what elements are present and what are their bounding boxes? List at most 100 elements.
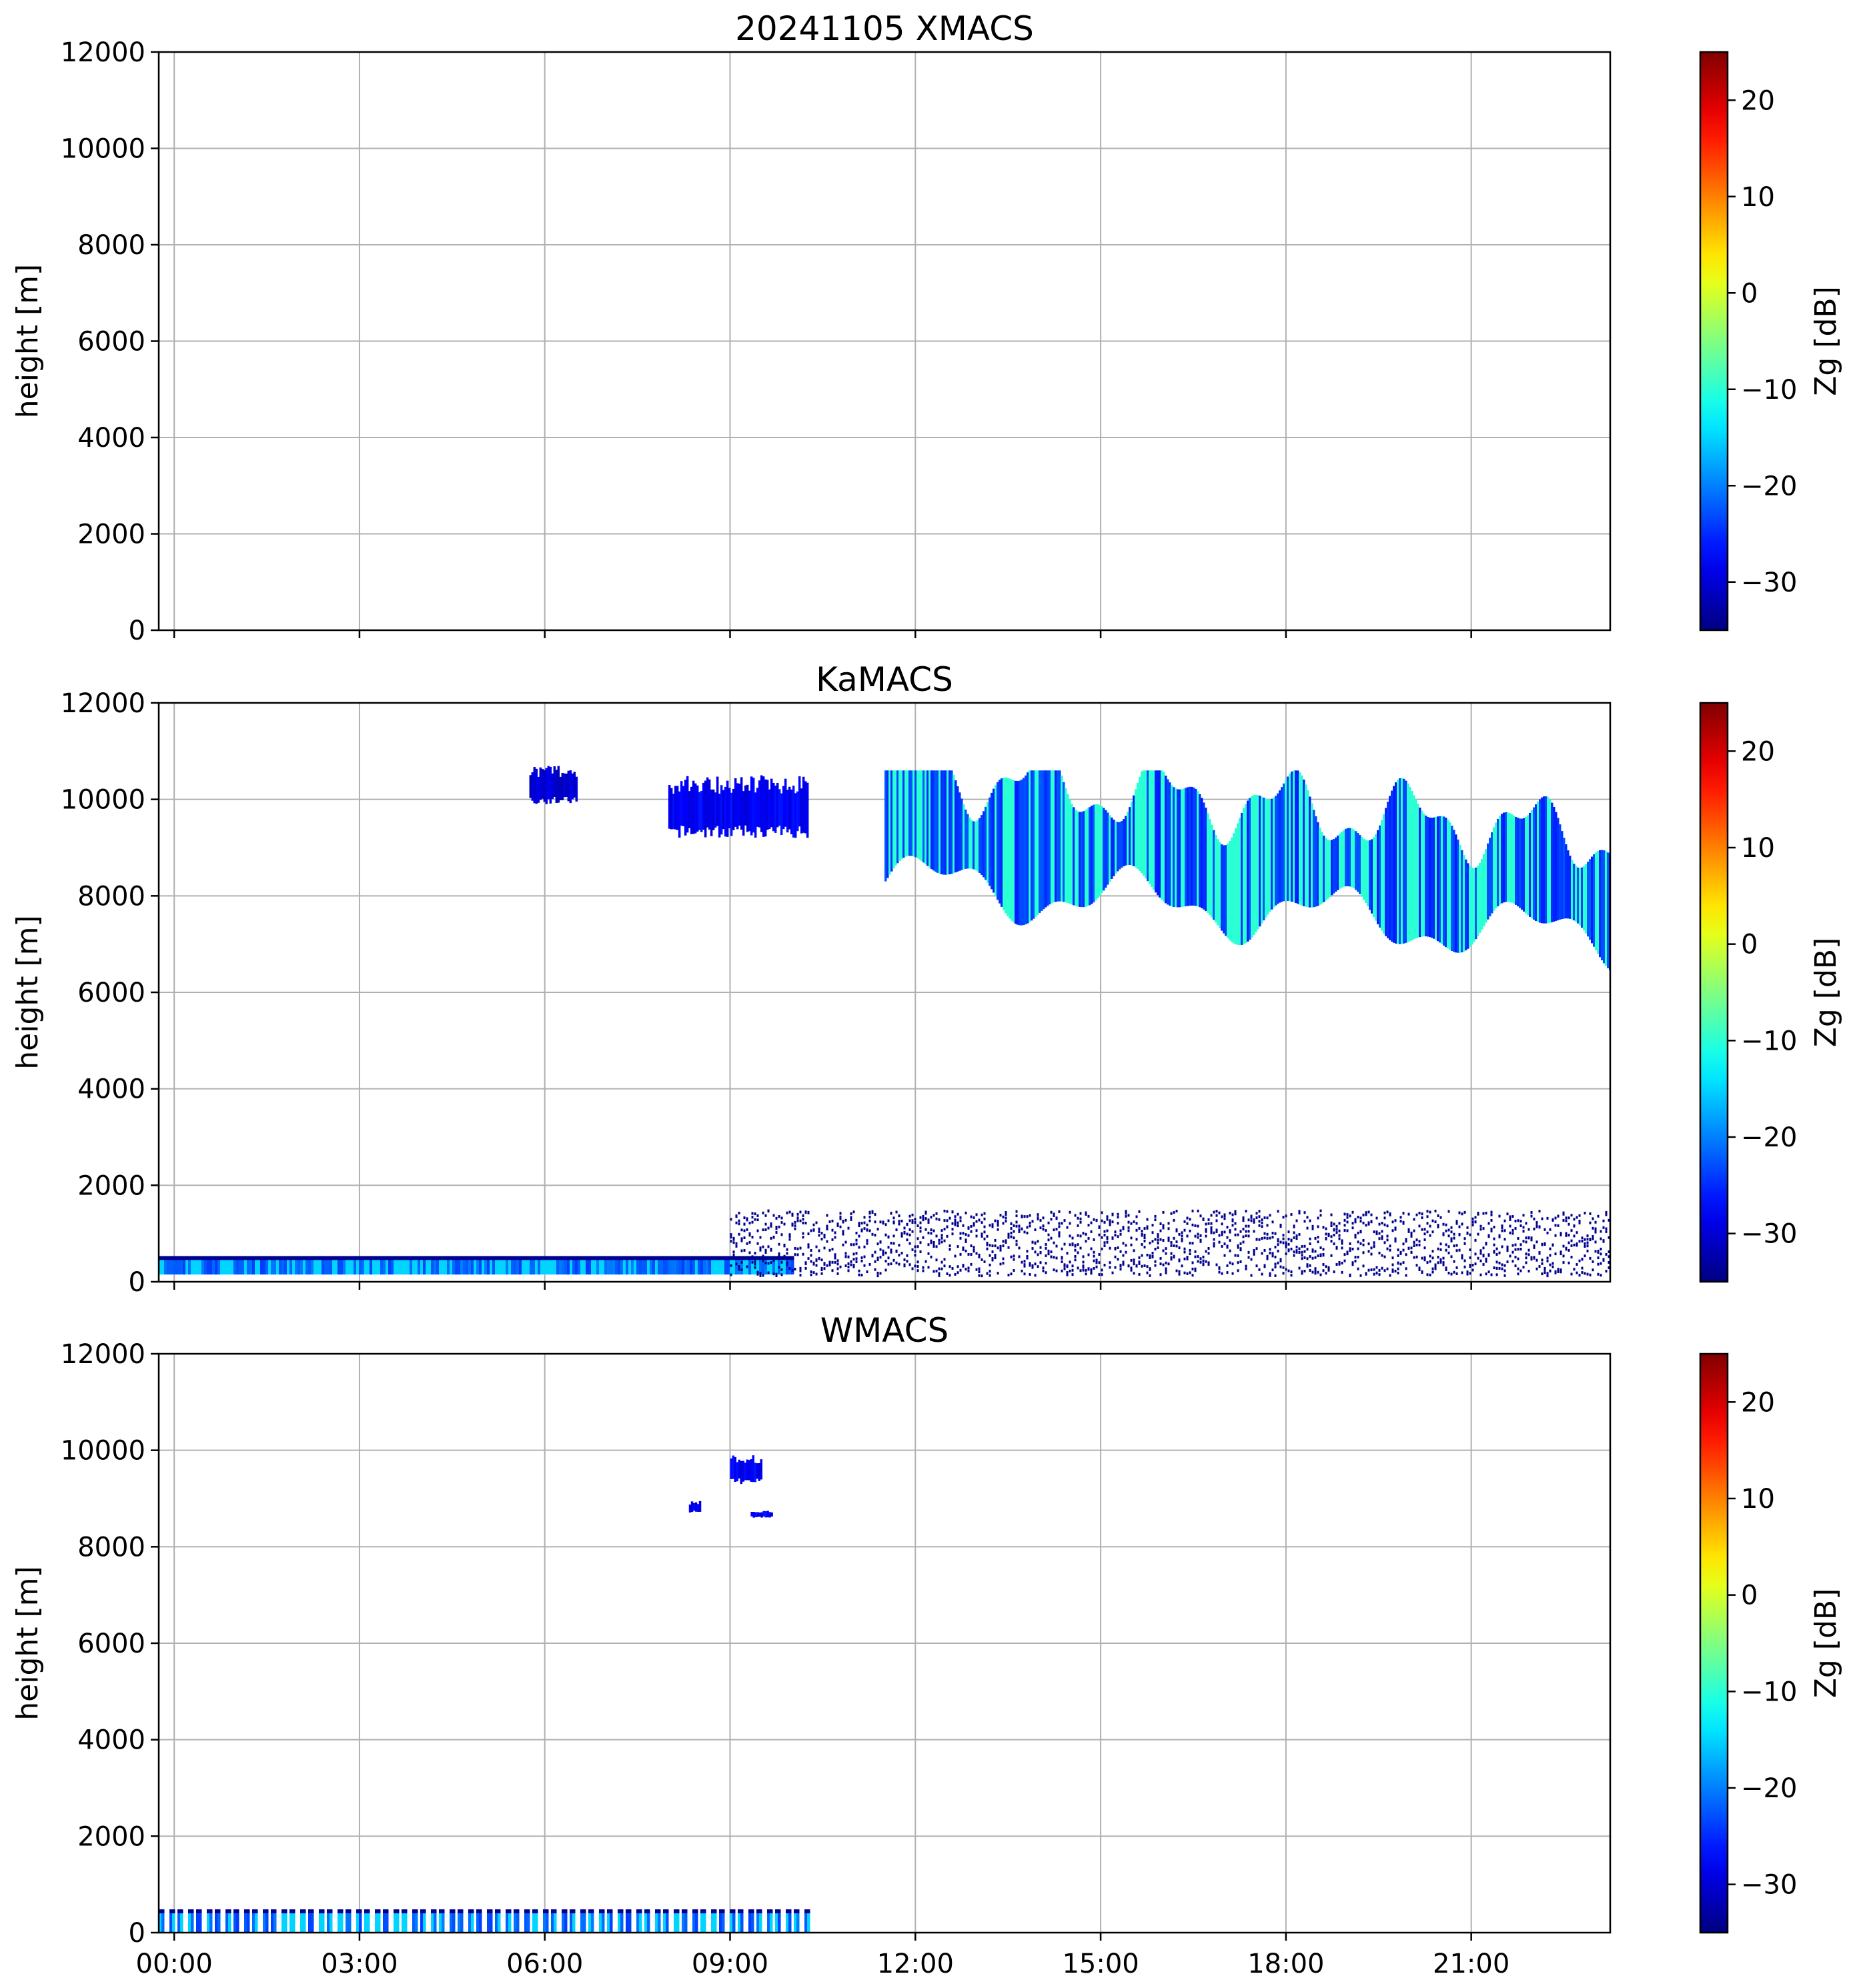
echo-dot — [970, 1262, 973, 1266]
echo-column — [796, 791, 799, 832]
echo-dot — [1013, 1269, 1015, 1272]
echo-dot — [1095, 1258, 1098, 1262]
echo-dot — [973, 1222, 975, 1225]
echo-dot — [922, 1218, 924, 1222]
echo-dot — [1399, 1220, 1402, 1223]
echo-edge — [679, 1256, 682, 1260]
echo-dot — [748, 1256, 751, 1260]
echo-dot — [1439, 1216, 1442, 1219]
echo-column — [884, 770, 887, 882]
echo-dot — [997, 1246, 999, 1250]
echo-dot — [1391, 1220, 1394, 1224]
echo-dot — [1469, 1248, 1471, 1252]
echo-column — [1241, 812, 1243, 945]
echo-dot — [1578, 1221, 1581, 1224]
echo-column — [1325, 838, 1327, 901]
echo-dot — [863, 1245, 866, 1248]
echo-dot — [1074, 1244, 1077, 1248]
echo-dot — [1589, 1273, 1592, 1276]
echo-edge — [602, 1909, 605, 1914]
echo-dot — [1002, 1240, 1005, 1243]
echo-column — [209, 1913, 213, 1933]
echo-dot — [1498, 1261, 1501, 1264]
echo-dot — [791, 1222, 794, 1226]
echo-dot — [1077, 1224, 1079, 1227]
echo-dot — [1357, 1240, 1359, 1244]
echo-dot — [879, 1220, 882, 1224]
echo-dot — [783, 1243, 786, 1246]
echo-edge — [244, 1909, 247, 1914]
echo-column — [714, 1913, 717, 1933]
echo-dot — [1543, 1266, 1546, 1270]
echo-dot — [1117, 1212, 1119, 1216]
echo-dot — [1525, 1222, 1527, 1225]
echo-column — [1353, 829, 1355, 889]
echo-dot — [810, 1229, 812, 1232]
echo-dot — [786, 1256, 788, 1260]
echo-column — [1183, 788, 1185, 907]
echo-dot — [1314, 1269, 1317, 1272]
echo-dot — [1253, 1251, 1255, 1254]
echo-dot — [1026, 1231, 1029, 1234]
echo-dot — [1503, 1269, 1506, 1272]
echo-edge — [612, 1256, 616, 1260]
echo-dot — [1082, 1232, 1085, 1235]
echo-dot — [820, 1266, 823, 1270]
echo-dot — [1570, 1214, 1573, 1217]
echo-dot — [967, 1234, 970, 1237]
echo-column — [543, 1913, 546, 1933]
echo-edge — [703, 1256, 706, 1260]
echo-edge — [370, 1256, 373, 1260]
echo-dot — [1138, 1262, 1141, 1265]
echo-column — [770, 1512, 773, 1517]
echo-column — [718, 794, 721, 838]
echo-dot — [1442, 1222, 1445, 1226]
echo-column — [177, 1260, 181, 1275]
echo-dot — [1063, 1263, 1066, 1266]
echo-column — [937, 770, 939, 873]
echo-dot — [1269, 1236, 1271, 1240]
echo-dot — [1570, 1229, 1573, 1232]
echo-dot — [1021, 1269, 1023, 1272]
echo-dot — [1183, 1228, 1186, 1232]
echo-dot — [1149, 1241, 1151, 1244]
echo-dot — [1597, 1272, 1600, 1276]
echo-column — [1345, 828, 1347, 887]
echo-column — [556, 1260, 560, 1275]
echo-dot — [831, 1260, 834, 1264]
echo-column — [348, 1913, 352, 1933]
echo-dot — [740, 1261, 743, 1264]
echo-dot — [1543, 1242, 1546, 1245]
echo-dot — [764, 1228, 767, 1231]
echo-dot — [1031, 1247, 1034, 1250]
echo-dot — [1394, 1226, 1397, 1230]
colorbar-tick-label: −10 — [1741, 375, 1797, 405]
echo-dot — [844, 1264, 847, 1268]
echo-edge — [420, 1909, 424, 1914]
echo-dot — [1287, 1242, 1290, 1246]
echo-column — [231, 1260, 234, 1275]
echo-dot — [1282, 1272, 1285, 1275]
echo-dot — [1373, 1230, 1375, 1234]
echo-edge — [207, 1256, 210, 1260]
echo-dot — [1269, 1274, 1271, 1277]
echo-dot — [1442, 1263, 1445, 1266]
echo-dot — [1061, 1256, 1063, 1259]
echo-edge — [548, 1256, 552, 1260]
echo-column — [794, 1913, 797, 1933]
echo-dot — [1170, 1241, 1173, 1244]
echo-dot — [1199, 1240, 1202, 1243]
echo-dot — [850, 1212, 852, 1215]
echo-column — [695, 1260, 698, 1275]
echo-column — [308, 1913, 312, 1933]
echo-dot — [732, 1250, 735, 1254]
echo-dot — [842, 1232, 844, 1236]
echo-column — [508, 1913, 512, 1933]
echo-dot — [775, 1231, 778, 1234]
echo-dot — [1333, 1228, 1335, 1231]
echo-column — [759, 1260, 762, 1275]
echo-dot — [1522, 1266, 1525, 1269]
echo-column — [228, 1260, 231, 1275]
echo-dot — [1498, 1251, 1501, 1254]
echo-dot — [1122, 1260, 1125, 1264]
